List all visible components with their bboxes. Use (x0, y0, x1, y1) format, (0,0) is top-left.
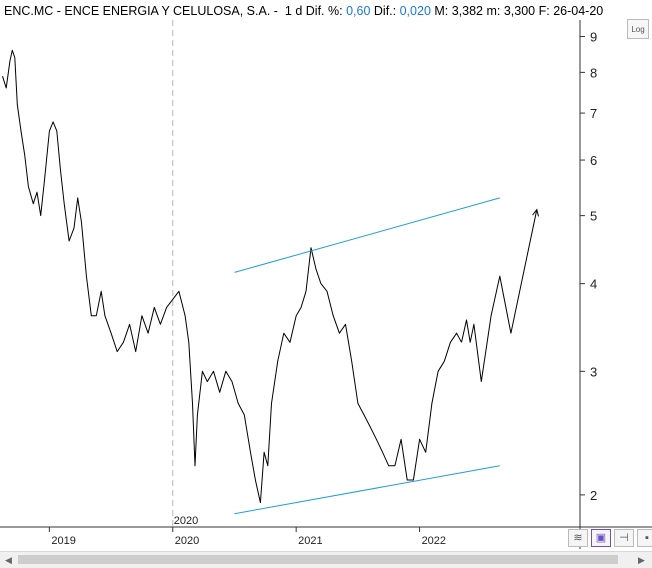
dif-pct-value: 0,60 (346, 4, 371, 18)
scroll-left-icon[interactable]: ◀ (5, 555, 12, 565)
ticker-symbol: ENC.MC (4, 4, 54, 18)
log-scale-button[interactable]: Log (627, 19, 649, 39)
projection-arrowhead (532, 208, 539, 217)
window-icon[interactable]: ▪ (637, 529, 652, 547)
period-label: 1 d (284, 4, 303, 18)
channel-lower-line (234, 465, 500, 515)
y-tick-label: 9 (590, 29, 597, 44)
price-line (2, 49, 462, 504)
chart-header: ENC.MC - ENCE ENERGIA Y CELULOSA, S.A. -… (4, 2, 603, 20)
pin-icon[interactable]: ⊣ (614, 529, 634, 547)
save-icon[interactable]: ▣ (591, 529, 611, 547)
y-tick-label: 8 (590, 65, 597, 80)
scroll-right-icon[interactable]: ▶ (638, 555, 645, 565)
x-tick-label: 2021 (298, 535, 322, 547)
company-name: ENCE ENERGIA Y CELULOSA, S.A. (64, 4, 271, 18)
price-chart[interactable]: 2 3 4 5 6 7 8 9 2019 2020 2021 2022 2020 (0, 0, 652, 551)
y-tick-label: 7 (590, 106, 597, 121)
x-tick-label: 2020 (175, 535, 199, 547)
max-label: M: 3,382 (434, 4, 484, 18)
dif-pct-label: Dif. %: (305, 4, 343, 18)
y-tick-label: 2 (590, 488, 597, 503)
x-tick-label: 2019 (51, 535, 75, 547)
separator: - (270, 4, 282, 18)
y-tick-label: 3 (590, 364, 597, 379)
separator: - (53, 4, 65, 18)
min-label: m: 3,300 (486, 4, 536, 18)
y-tick-label: 5 (590, 209, 597, 224)
y-tick-label: 6 (590, 153, 597, 168)
dif-value: 0,020 (399, 4, 431, 18)
scroll-thumb[interactable] (18, 555, 618, 564)
projection-line (461, 209, 538, 383)
horizontal-scrollbar[interactable]: ◀ ▶ (0, 551, 652, 568)
chevron-down-icon[interactable]: ≋ (568, 529, 588, 547)
date-label: F: 26-04-20 (538, 4, 604, 18)
year-divider-label: 2020 (174, 515, 198, 527)
dif-label: Dif.: (373, 4, 397, 18)
x-tick-label: 2022 (422, 535, 446, 547)
chart-toolbar: ≋ ▣ ⊣ ▪ (568, 529, 652, 549)
channel-upper-line (234, 197, 500, 273)
y-tick-label: 4 (590, 277, 597, 292)
